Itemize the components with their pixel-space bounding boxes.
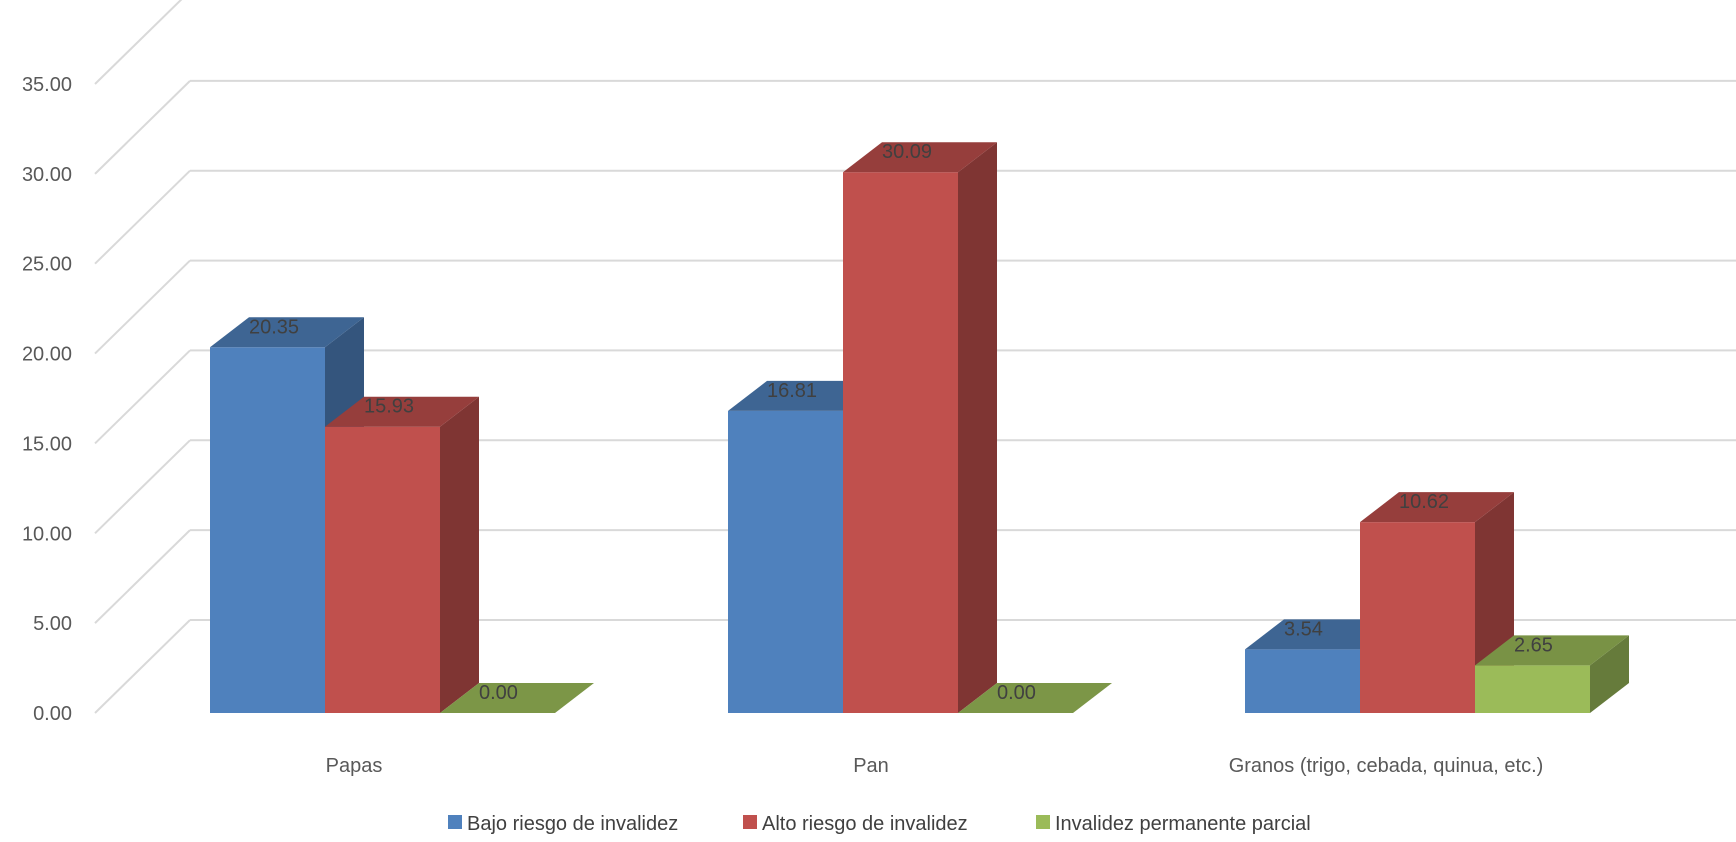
bar-side — [1590, 635, 1629, 713]
legend-item: Alto riesgo de invalidez — [743, 813, 968, 835]
bar-front — [1475, 665, 1590, 713]
bar-front — [728, 410, 843, 713]
bar-top — [440, 683, 594, 713]
legend-swatch — [743, 815, 757, 829]
bar-top — [958, 683, 1112, 713]
bar — [958, 683, 1112, 713]
x-axis: Papas Pan Granos (trigo, cebada, quinua, e… — [326, 755, 1544, 777]
bar-top — [325, 396, 479, 427]
y-tick-label: 35.00 — [22, 74, 72, 96]
bar-front — [210, 347, 325, 713]
data-label: 3.54 — [1284, 618, 1323, 640]
legend-item: Bajo riesgo de invalidez — [448, 813, 678, 835]
bar-top — [1360, 492, 1514, 523]
y-tick-label: 0.00 — [33, 703, 72, 725]
bar-side — [440, 396, 479, 713]
bar — [440, 683, 594, 713]
y-tick-label: 5.00 — [33, 613, 72, 635]
y-tick-label: 30.00 — [22, 164, 72, 186]
bar-front — [843, 172, 958, 713]
data-label: 0.00 — [997, 682, 1036, 704]
data-label: 20.35 — [249, 316, 299, 338]
bar-top — [843, 142, 997, 173]
bar-top — [1475, 635, 1629, 666]
data-label: 15.93 — [364, 396, 414, 418]
bar — [1475, 635, 1629, 713]
data-label: 16.81 — [767, 380, 817, 402]
gridline-side — [94, 80, 191, 175]
legend-swatch — [1036, 815, 1050, 829]
gridline-side — [94, 349, 191, 445]
gridline-side — [94, 619, 191, 714]
bars — [210, 142, 1629, 713]
y-tick-label: 15.00 — [22, 433, 72, 455]
gridline-side — [94, 259, 191, 355]
bar-top — [210, 317, 364, 348]
bar-front — [1360, 522, 1475, 713]
bar-front — [325, 426, 440, 713]
y-tick-label: 10.00 — [22, 523, 72, 545]
x-tick-label: Papas — [326, 755, 383, 777]
legend-label: Bajo riesgo de invalidez — [467, 813, 678, 835]
y-axis: 0.00 5.00 10.00 15.00 20.00 25.00 30.00 35.00 — [22, 74, 72, 725]
data-label: 30.09 — [882, 141, 932, 163]
data-label: 10.62 — [1399, 491, 1449, 513]
x-tick-label: Granos (trigo, cebada, quinua, etc.) — [1229, 755, 1544, 777]
bar — [325, 396, 479, 713]
legend-item: Invalidez permanente parcial — [1036, 813, 1311, 835]
gridline-side — [94, 529, 191, 624]
data-label: 2.65 — [1514, 634, 1553, 656]
legend: Bajo riesgo de invalidez Alto riesgo de i… — [448, 813, 1311, 835]
gridline-side — [94, 0, 183, 85]
data-label: 0.00 — [479, 682, 518, 704]
bar-side — [958, 142, 997, 713]
legend-label: Invalidez permanente parcial — [1055, 813, 1311, 835]
gridline-side — [94, 439, 191, 535]
y-tick-label: 20.00 — [22, 344, 72, 366]
data-labels: 20.35 15.93 0.00 16.81 30.09 0.00 3.54 10.62 2.6… — [249, 141, 1553, 704]
legend-label: Alto riesgo de invalidez — [762, 813, 968, 835]
bar-front — [1245, 649, 1360, 713]
bar — [843, 142, 997, 713]
gridline-side — [94, 169, 191, 265]
legend-swatch — [448, 815, 462, 829]
y-tick-label: 25.00 — [22, 254, 72, 276]
x-tick-label: Pan — [853, 755, 889, 777]
